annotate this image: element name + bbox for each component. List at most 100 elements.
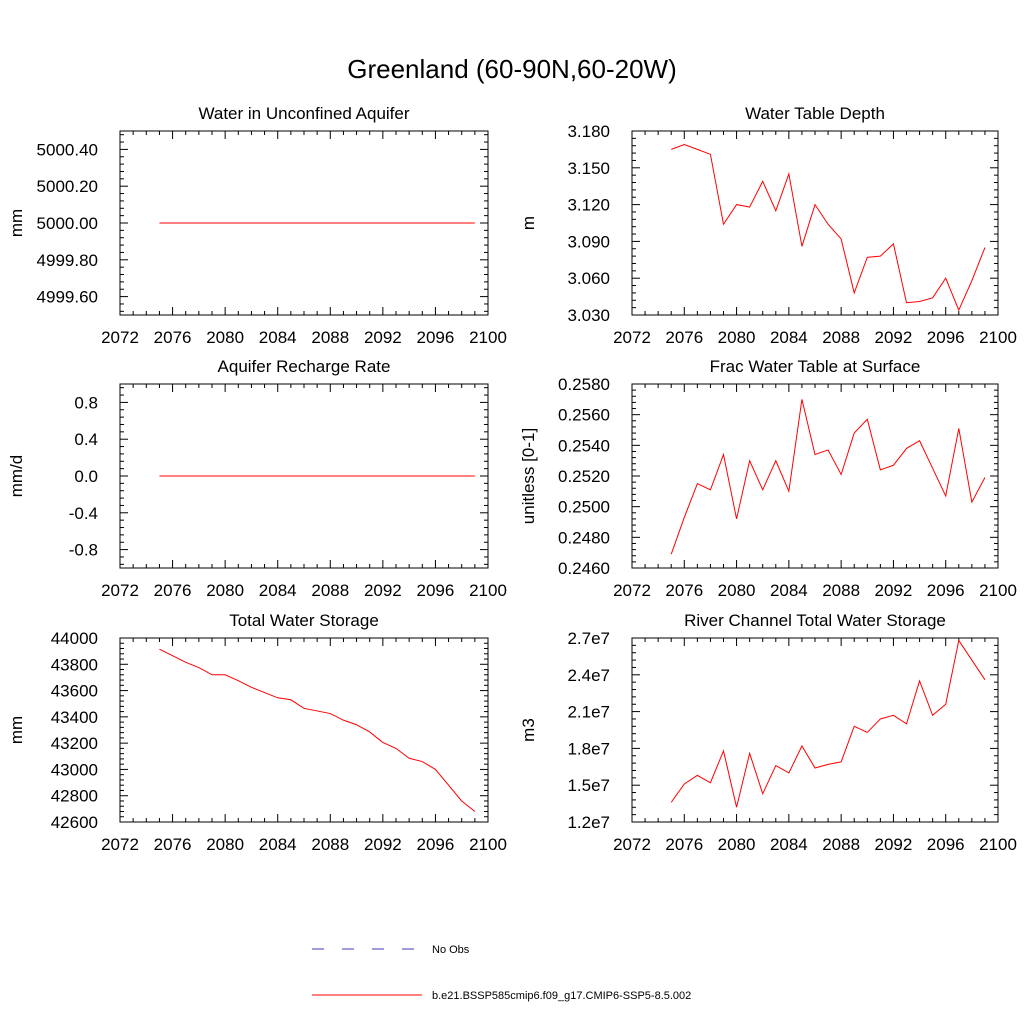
x-tick-label: 2092: [364, 328, 402, 347]
y-tick-label: 2.4e7: [567, 666, 610, 685]
legend-label: No Obs: [432, 944, 470, 956]
x-tick-label: 2072: [101, 581, 139, 600]
x-tick-label: 2088: [822, 581, 860, 600]
x-tick-label: 2092: [364, 581, 402, 600]
y-tick-label: 4999.80: [37, 251, 98, 270]
chart-title: Water in Unconfined Aquifer: [198, 104, 409, 123]
y-tick-label: 43600: [51, 682, 98, 701]
x-tick-label: 2092: [875, 581, 913, 600]
x-tick-label: 2076: [665, 835, 703, 854]
y-axis-label: m: [519, 216, 538, 230]
series-line: [159, 648, 476, 812]
y-tick-label: 3.030: [567, 306, 610, 325]
x-tick-label: 2072: [613, 328, 651, 347]
y-tick-label: -0.8: [69, 541, 98, 560]
x-tick-label: 2084: [259, 835, 297, 854]
chart-panel-5: Total Water Storage mm 2072 2076 2080 2084 208…: [7, 611, 507, 854]
x-tick-label: 2096: [417, 835, 455, 854]
x-tick-label: 2100: [469, 835, 507, 854]
x-tick-label: 2080: [206, 328, 244, 347]
plot-frame: [631, 637, 999, 823]
x-tick-label: 2100: [979, 328, 1017, 347]
x-tick-label: 2076: [665, 328, 703, 347]
x-tick-label: 2088: [822, 328, 860, 347]
series-line: [671, 143, 986, 312]
series-line: [670, 399, 986, 555]
x-tick-label: 2084: [770, 328, 808, 347]
y-tick-label: 3.120: [567, 196, 610, 215]
chart-panel-2: Water Table Depth m 2072 2076 2080 2084 2088 20…: [519, 104, 1017, 347]
legend-label: b.e21.BSSP585cmip6.f09_g17.CMIP6-SSP5-8.…: [432, 990, 691, 1002]
x-tick-label: 2096: [417, 581, 455, 600]
y-tick-label: 2.1e7: [567, 703, 610, 722]
plot-frame: [631, 383, 999, 569]
x-tick-label: 2076: [154, 581, 192, 600]
y-tick-label: 1.5e7: [567, 776, 610, 795]
y-axis-label: mm: [7, 716, 26, 744]
y-axis-label: mm/d: [7, 455, 26, 498]
chart-title: Frac Water Table at Surface: [710, 357, 921, 376]
y-tick-label: 43200: [51, 734, 98, 753]
y-tick-label: 0.2580: [558, 375, 610, 394]
x-tick-label: 2076: [154, 835, 192, 854]
y-tick-label: 43000: [51, 760, 98, 779]
y-tick-label: 42800: [51, 787, 98, 806]
y-tick-label: 0.2540: [558, 436, 610, 455]
y-tick-label: 5000.20: [37, 177, 98, 196]
x-tick-label: 2096: [927, 835, 965, 854]
x-tick-label: 2076: [665, 581, 703, 600]
y-tick-label: 3.150: [567, 159, 610, 178]
y-tick-label: 0.0: [74, 467, 98, 486]
series-line: [670, 639, 986, 808]
legend: No Obs b.e21.BSSP585cmip6.f09_g17.CMIP6-S…: [312, 944, 691, 1002]
x-tick-label: 2080: [206, 835, 244, 854]
y-tick-label: 4999.60: [37, 288, 98, 307]
x-tick-label: 2080: [718, 835, 756, 854]
y-tick-label: 44000: [51, 629, 98, 648]
x-tick-label: 2084: [259, 328, 297, 347]
y-axis-label: m3: [519, 718, 538, 742]
x-tick-label: 2100: [469, 328, 507, 347]
x-tick-label: 2088: [311, 835, 349, 854]
y-tick-label: 1.8e7: [567, 739, 610, 758]
y-tick-label: 0.2500: [558, 498, 610, 517]
chart-panel-4: Frac Water Table at Surface unitless [0-1…: [519, 357, 1017, 600]
y-tick-label: 3.060: [567, 269, 610, 288]
x-tick-label: 2072: [613, 581, 651, 600]
x-tick-label: 2100: [469, 581, 507, 600]
y-tick-label: 0.2480: [558, 528, 610, 547]
y-tick-label: 5000.40: [37, 140, 98, 159]
x-tick-label: 2084: [770, 581, 808, 600]
chart-panel-1: Water in Unconfined Aquifer mm 2072 2076 208…: [7, 104, 507, 347]
y-tick-label: 0.4: [74, 430, 98, 449]
chart-title: Total Water Storage: [229, 611, 379, 630]
x-tick-label: 2080: [206, 581, 244, 600]
y-tick-label: 0.8: [74, 393, 98, 412]
chart-panel-6: River Channel Total Water Storage m3 2072 2…: [519, 611, 1017, 854]
chart-title: River Channel Total Water Storage: [684, 611, 946, 630]
x-tick-label: 2076: [154, 328, 192, 347]
x-tick-label: 2080: [718, 328, 756, 347]
x-tick-label: 2092: [875, 328, 913, 347]
x-tick-label: 2080: [718, 581, 756, 600]
y-tick-label: 0.2560: [558, 406, 610, 425]
y-axis-label: unitless [0-1]: [519, 428, 538, 524]
x-tick-label: 2096: [927, 581, 965, 600]
y-tick-label: 3.180: [567, 122, 610, 141]
x-tick-label: 2100: [979, 835, 1017, 854]
y-tick-label: -0.4: [69, 504, 98, 523]
y-tick-label: 43400: [51, 708, 98, 727]
plot-frame: [119, 637, 489, 823]
x-tick-label: 2072: [101, 835, 139, 854]
x-tick-label: 2092: [875, 835, 913, 854]
y-tick-label: 43800: [51, 655, 98, 674]
y-axis-label: mm: [7, 209, 26, 237]
chart-panel-3: Aquifer Recharge Rate mm/d 2072 2076 2080 208…: [7, 357, 507, 600]
x-tick-label: 2084: [259, 581, 297, 600]
plot-frame: [631, 130, 999, 316]
x-tick-label: 2100: [979, 581, 1017, 600]
y-tick-label: 1.2e7: [567, 813, 610, 832]
x-tick-label: 2072: [613, 835, 651, 854]
chart-title: Water Table Depth: [745, 104, 885, 123]
